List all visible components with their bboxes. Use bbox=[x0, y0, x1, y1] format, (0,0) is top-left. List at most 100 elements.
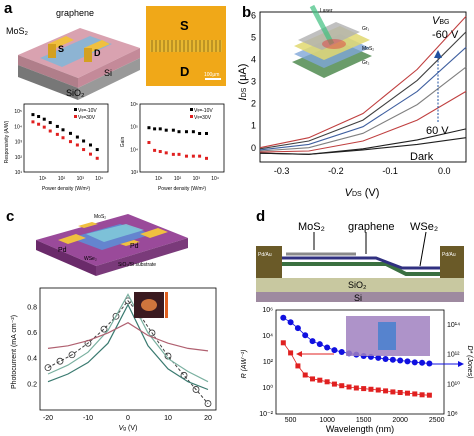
a2-point bbox=[177, 130, 181, 134]
b-series-line bbox=[259, 31, 467, 150]
a2-legend-1: Vᵍ=-10V bbox=[194, 108, 213, 114]
panel-c: c MoS₂ Pd Pd WSe₂ SiO₂/Si substrate -20-… bbox=[0, 204, 232, 436]
a2-y-tick-0: 10⁶ bbox=[130, 102, 138, 108]
c-wse2-label: WSe₂ bbox=[84, 256, 97, 262]
d-dstar-point bbox=[375, 354, 382, 361]
b-x-tick-1: -0.2 bbox=[328, 166, 344, 176]
d-wse2-arrow bbox=[419, 231, 427, 267]
d-r-point bbox=[419, 392, 425, 398]
a1-point bbox=[82, 139, 86, 143]
a1-point bbox=[37, 122, 41, 126]
d-x-tick-1: 1000 bbox=[319, 417, 335, 424]
a2-point bbox=[171, 128, 175, 132]
micrograph-d-label: D bbox=[180, 64, 189, 79]
c-measured-point bbox=[192, 386, 200, 393]
d-dstar-point bbox=[419, 359, 426, 366]
b-bottom-v-label: 60 V bbox=[426, 125, 449, 137]
b-series-line bbox=[259, 90, 467, 153]
c-y-tick-3: 0.8 bbox=[27, 304, 37, 311]
b-top-v-label: -60 V bbox=[432, 29, 459, 41]
a-s-label: S bbox=[58, 44, 64, 54]
a1-point bbox=[48, 121, 52, 125]
b-inset-gr2: Gr₂ bbox=[362, 60, 370, 66]
c-y-tick-0: 0.2 bbox=[27, 381, 37, 388]
d-r-arrowhead bbox=[296, 351, 302, 357]
d-frame bbox=[275, 309, 445, 415]
a1-point bbox=[88, 143, 92, 147]
b-frame bbox=[259, 11, 467, 163]
a2-point bbox=[158, 150, 162, 154]
b-series-line bbox=[259, 16, 467, 149]
d-x-tick-0: 500 bbox=[285, 417, 297, 424]
d-dstar-point bbox=[287, 319, 294, 326]
d-r-point bbox=[295, 363, 301, 369]
a2-point bbox=[147, 126, 151, 130]
b-series-line bbox=[259, 46, 467, 151]
a1-point bbox=[61, 128, 65, 132]
d-dstar-point bbox=[426, 360, 433, 367]
d-r-point bbox=[331, 381, 337, 387]
a1-x-tick-3: 10⁴ bbox=[95, 176, 103, 182]
c-measured-point bbox=[180, 371, 188, 379]
d-x-tick-2: 1500 bbox=[356, 417, 372, 424]
d-pdau-left bbox=[256, 246, 282, 278]
a1-legend-marker-2 bbox=[74, 115, 77, 118]
d-dstar-arrowhead bbox=[458, 361, 464, 367]
d-r-point bbox=[390, 389, 396, 395]
a1-point bbox=[82, 148, 86, 152]
d-dstar-point bbox=[302, 332, 309, 339]
d-r-point bbox=[302, 372, 308, 378]
a2-y-tick-1: 10⁵ bbox=[130, 125, 138, 131]
a1-point bbox=[95, 148, 99, 152]
c-inset-colorbar bbox=[165, 292, 168, 318]
d-dstar-point bbox=[280, 314, 287, 321]
b-xlabel: VDS (V) bbox=[345, 187, 380, 199]
b-series-line bbox=[259, 137, 467, 155]
d-si-label: Si bbox=[354, 293, 362, 303]
a2-point bbox=[198, 131, 202, 135]
a1-point bbox=[95, 156, 99, 160]
a-d-label: D bbox=[94, 48, 101, 58]
a1-point bbox=[42, 125, 46, 129]
micrograph-scalebar-label: 100μm bbox=[204, 72, 219, 78]
c-x-tick-2: 0 bbox=[126, 415, 130, 422]
b-inset-mos2: MoS₂ bbox=[362, 46, 374, 52]
d-dstar-point bbox=[338, 348, 345, 355]
a1-y-tick-3: 10² bbox=[15, 155, 23, 161]
c-x-tick-3: 10 bbox=[164, 415, 172, 422]
a1-point bbox=[55, 124, 59, 128]
a2-point bbox=[204, 131, 208, 135]
a2-point bbox=[191, 154, 195, 158]
a2-point bbox=[147, 141, 151, 145]
d-pdau2-label: Pd/Au bbox=[442, 252, 456, 258]
d-r-point bbox=[310, 376, 316, 382]
d-x-tick-4: 2500 bbox=[429, 417, 445, 424]
c-device-labels: MoS₂ Pd Pd WSe₂ SiO₂/Si substrate bbox=[58, 214, 156, 268]
a-gain-chart: Gain Power density (W/m²) Vᵍ=-10V Vᵍ=30V… bbox=[120, 102, 225, 192]
a1-y-tick-2: 10³ bbox=[15, 140, 23, 146]
d-graphene-label: graphene bbox=[348, 221, 395, 233]
a2-x-tick-3: 10⁴ bbox=[211, 176, 219, 182]
d-device-labels: MoS₂ graphene WSe₂ Pd/Au Pd/Au SiO₂ Si bbox=[258, 221, 456, 303]
a2-point bbox=[164, 128, 168, 132]
micrograph-s-label: S bbox=[180, 18, 189, 33]
c-measured-point bbox=[56, 357, 64, 365]
d-y-tick-3: 10⁰ bbox=[262, 384, 273, 392]
d-r-point bbox=[404, 390, 410, 396]
a2-point bbox=[191, 130, 195, 134]
c-mos2-label: MoS₂ bbox=[94, 214, 106, 220]
d-r-point bbox=[368, 386, 374, 392]
d-r-point bbox=[426, 392, 432, 398]
a-responsivity-chart: Responsivity (A/W) Power density (W/m²) … bbox=[4, 103, 109, 192]
a2-y-tick-2: 10⁴ bbox=[130, 147, 138, 153]
a-graphene-label: graphene bbox=[56, 8, 94, 18]
a-si-label: Si bbox=[104, 68, 112, 78]
d-sio2-label: SiO₂ bbox=[348, 280, 367, 290]
c-model-line bbox=[47, 303, 209, 391]
c-substrate-label: SiO₂/Si substrate bbox=[118, 262, 156, 268]
d-dstar-point bbox=[411, 359, 418, 366]
d-wse2-label: WSe₂ bbox=[410, 221, 438, 233]
a1-legend-marker-1 bbox=[74, 108, 77, 111]
c-measured-point bbox=[100, 325, 108, 333]
a1-y-tick-1: 10⁴ bbox=[14, 124, 22, 130]
